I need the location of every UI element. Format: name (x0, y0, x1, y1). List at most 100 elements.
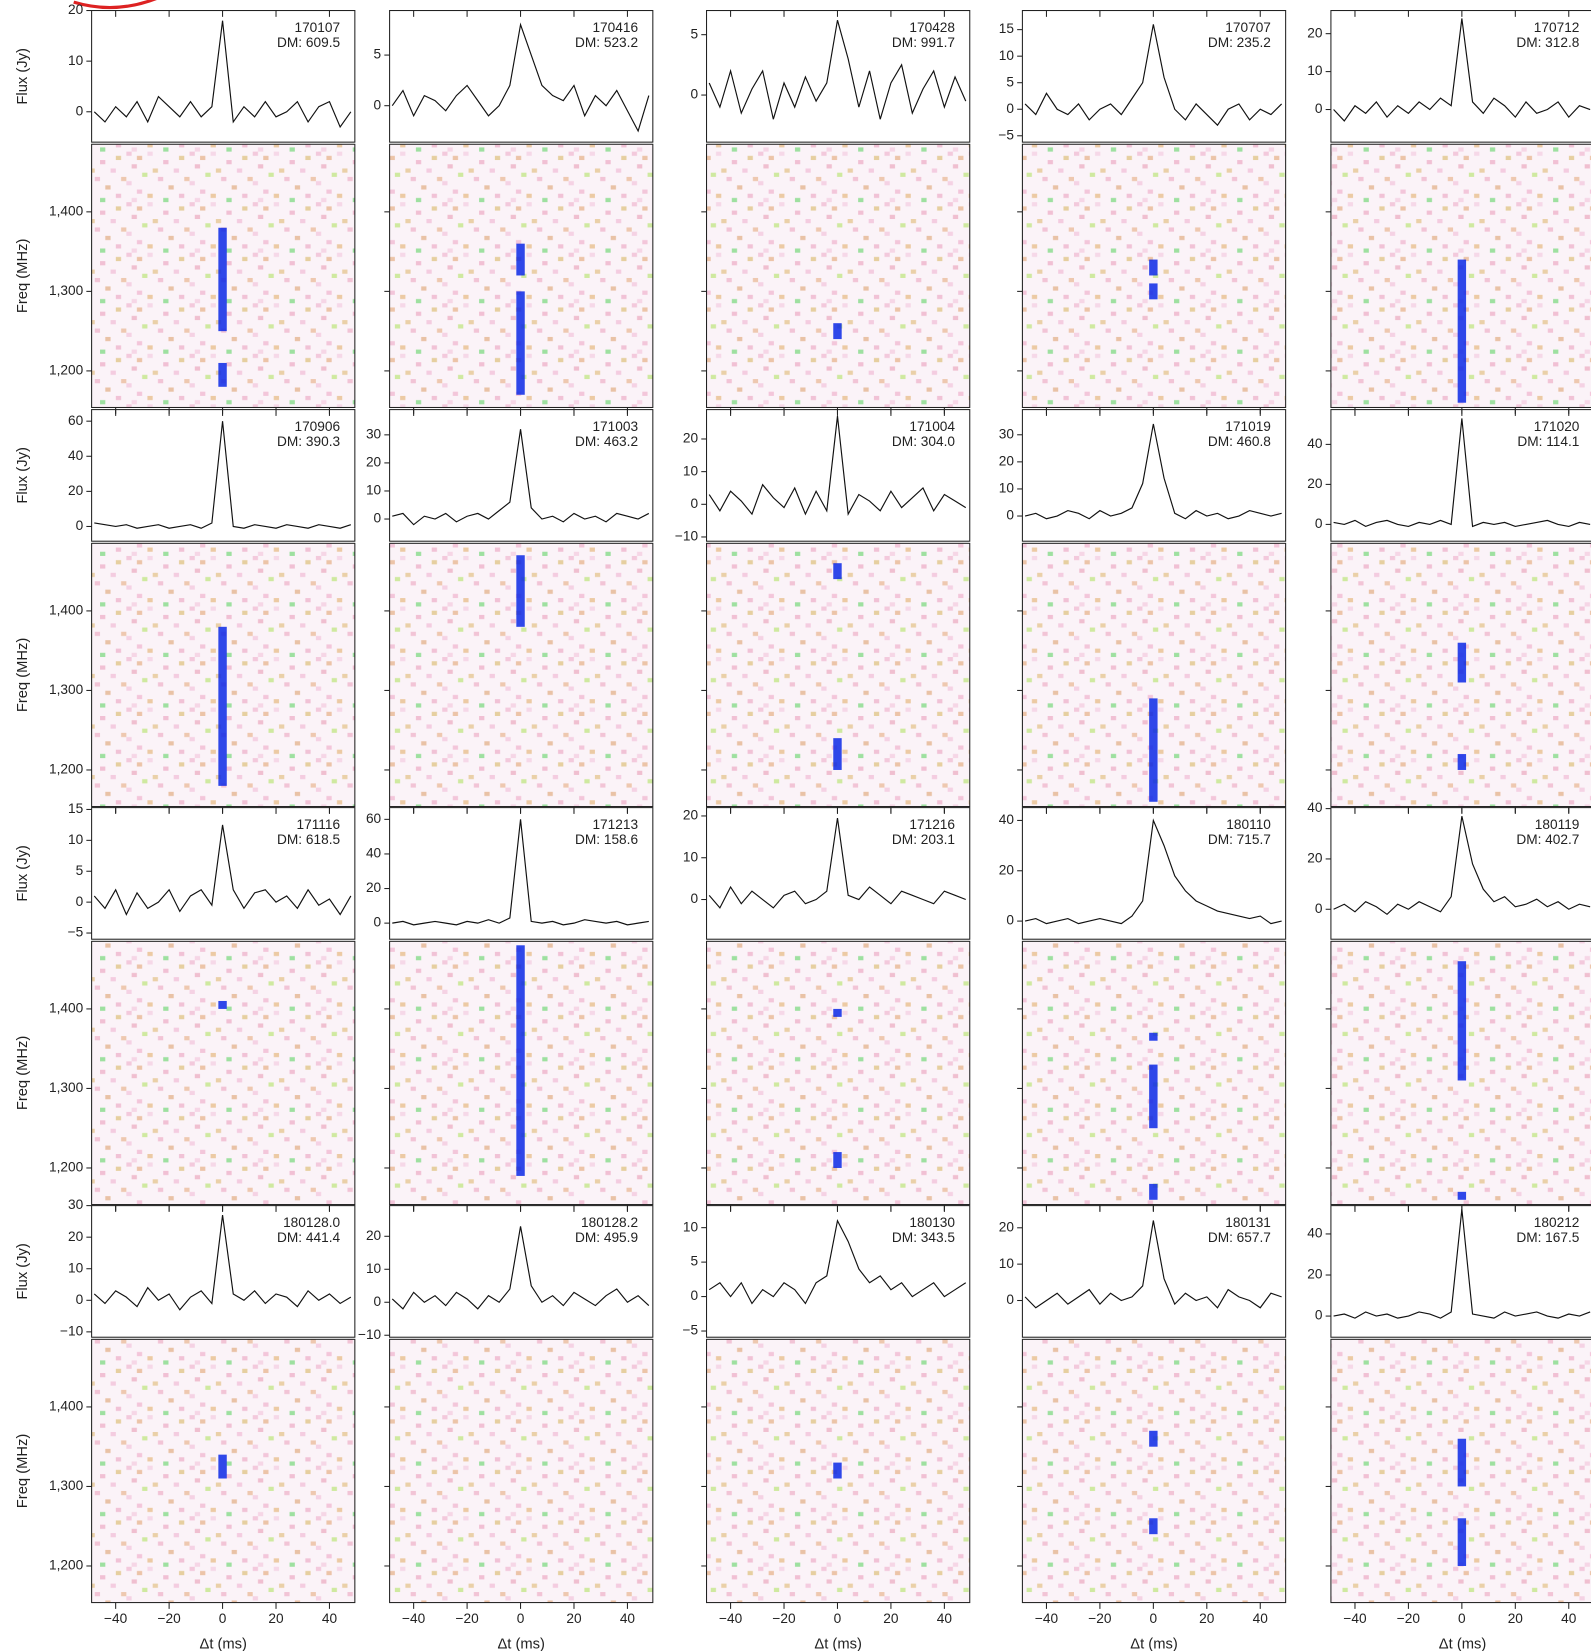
flux-axis-label: Flux (Jy) (15, 845, 31, 901)
spectrum-frame (706, 143, 971, 409)
y-tick-label: 0 (690, 87, 698, 102)
panel-title: 170428 (909, 20, 955, 35)
profile-frame (389, 1205, 654, 1338)
x-tick-label: 20 (1508, 1611, 1524, 1626)
spectrum-background (706, 144, 970, 408)
panel-subtitle: DM: 343.5 (892, 1230, 955, 1245)
spectrum-frame (1021, 940, 1287, 1206)
panel-title: 170712 (1534, 20, 1580, 35)
y-tick-label: 20 (68, 2, 84, 17)
y-tick-label: 15 (999, 21, 1015, 36)
panel-title: 170107 (294, 20, 340, 35)
freq-axis-label: Freq (MHz) (15, 1036, 31, 1110)
spectrum-background (1022, 144, 1286, 408)
burst-band (1149, 283, 1158, 300)
profile-frame (1021, 10, 1287, 143)
y-tick-label: 5 (690, 26, 698, 41)
flux-profile (93, 20, 352, 129)
panel-title: 180131 (1225, 1215, 1271, 1230)
burst-band (1457, 1438, 1467, 1487)
x-axis-label: Δt (ms) (497, 1637, 544, 1651)
spectrum-frame (1330, 143, 1591, 409)
y-tick-label: 10 (1307, 63, 1323, 78)
panel-title: 180128.0 (283, 1215, 340, 1230)
profile-frame (91, 10, 356, 143)
panel-title: 180130 (909, 1215, 955, 1230)
spectrum-background (389, 1339, 653, 1603)
spectrum-frame (91, 1338, 356, 1604)
y-tick-label: 20 (68, 1229, 84, 1244)
panel-subtitle: DM: 304.0 (892, 434, 955, 449)
flux-profile (708, 416, 967, 516)
y-tick-label: 0 (1315, 901, 1323, 916)
spectrum-frame (1021, 542, 1287, 808)
y-tick-label: 10 (68, 53, 84, 68)
y-tick-label: 0 (690, 891, 698, 906)
flux-profile (1333, 1209, 1591, 1319)
flux-profile (93, 824, 352, 916)
burst-band (516, 243, 525, 276)
y-tick-label: 40 (1307, 800, 1323, 815)
freq-tick-label: 1,400 (49, 603, 84, 618)
panel-title: 180110 (1226, 817, 1271, 832)
y-tick-label: 10 (683, 1219, 699, 1234)
x-tick-label: −20 (1088, 1611, 1112, 1626)
freq-tick-label: 1,400 (49, 1001, 84, 1016)
freq-tick-label: 1,200 (49, 762, 84, 777)
y-tick-label: 20 (1307, 25, 1323, 40)
flux-profile (93, 1215, 352, 1311)
spectrum-frame (91, 542, 356, 808)
profile-frame (1021, 409, 1287, 542)
burst-band (516, 555, 525, 627)
x-tick-label: −40 (402, 1611, 426, 1626)
spectrum-frame (389, 143, 654, 409)
y-tick-label: −5 (68, 925, 84, 940)
spectrum-background (1022, 1339, 1286, 1603)
flux-profile (391, 1226, 650, 1310)
panel-title: 171116 (297, 817, 341, 832)
y-tick-label: 20 (999, 862, 1015, 877)
flux-profile (708, 20, 967, 120)
burst-band (218, 1000, 227, 1009)
x-tick-label: 0 (1150, 1611, 1158, 1626)
y-tick-label: 60 (366, 811, 382, 826)
spectrum-frame (1021, 1338, 1287, 1604)
panel-subtitle: DM: 609.5 (277, 35, 340, 50)
panel-title: 171213 (592, 817, 638, 832)
annotation-arc (73, 0, 157, 10)
y-tick-label: 10 (683, 463, 699, 478)
flux-profile (392, 429, 650, 526)
panel-subtitle: DM: 390.3 (277, 434, 340, 449)
x-tick-label: 40 (937, 1611, 953, 1626)
flux-profile (1024, 818, 1282, 925)
y-tick-label: 40 (68, 448, 84, 463)
y-tick-label: 20 (366, 880, 382, 895)
panel-subtitle: DM: 715.7 (1208, 832, 1271, 847)
profile-frame (389, 10, 654, 143)
y-tick-label: 5 (1006, 74, 1014, 89)
y-tick-label: 10 (999, 1256, 1015, 1271)
panel-subtitle: DM: 523.2 (575, 35, 638, 50)
burst-band (1149, 259, 1158, 276)
x-tick-label: −20 (455, 1611, 479, 1626)
y-tick-label: 20 (68, 483, 84, 498)
panel-subtitle: DM: 618.5 (277, 832, 340, 847)
profile-frame (91, 807, 356, 940)
panel-title: 170906 (294, 419, 340, 434)
y-tick-label: 0 (374, 97, 382, 112)
profile-frame (706, 807, 971, 940)
x-axis-label: Δt (ms) (199, 1637, 246, 1651)
profile-frame (706, 10, 971, 143)
panel-subtitle: DM: 167.5 (1516, 1230, 1579, 1245)
freq-axis-label: Freq (MHz) (15, 239, 31, 314)
burst-band (833, 1008, 842, 1017)
y-tick-label: 20 (683, 431, 699, 446)
flux-profile (392, 819, 649, 926)
burst-band (1149, 1183, 1158, 1200)
burst-band (833, 1462, 842, 1479)
y-tick-label: 40 (1307, 436, 1323, 451)
y-tick-label: 10 (999, 48, 1015, 63)
y-tick-label: 0 (1006, 101, 1014, 116)
x-tick-label: −40 (719, 1611, 743, 1626)
